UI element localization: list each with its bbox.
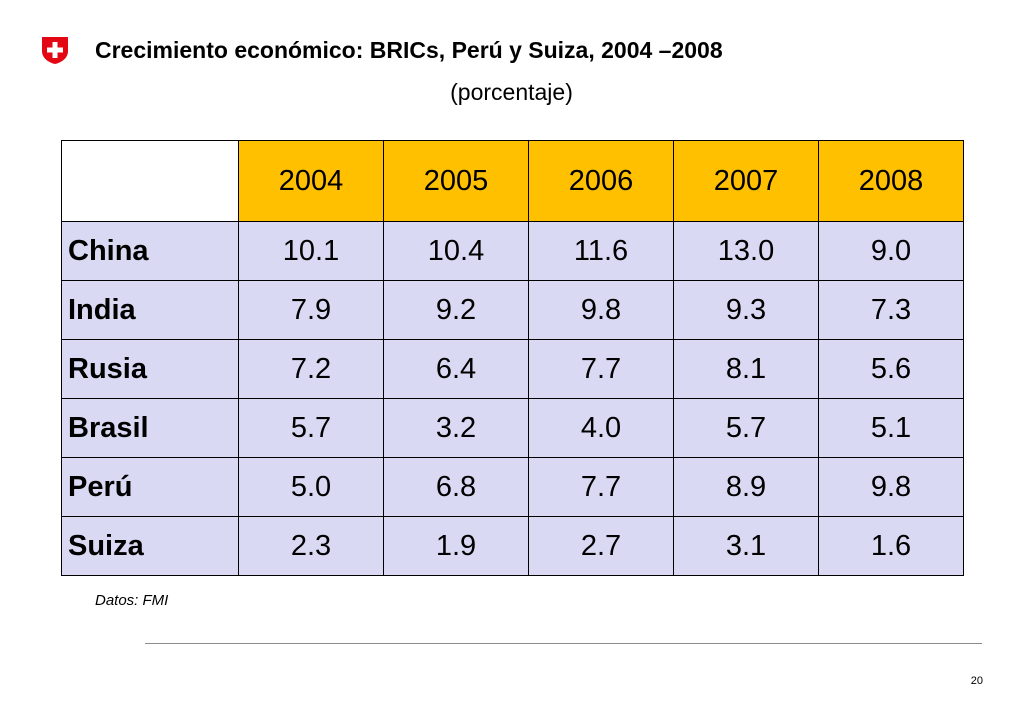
- row-label: Suiza: [61, 516, 239, 576]
- table-cell: 5.7: [238, 398, 384, 458]
- table-cell: 7.3: [818, 280, 964, 340]
- footer-divider: [145, 643, 982, 644]
- growth-table: 2004 2005 2006 2007 2008 China 10.1 10.4…: [61, 140, 964, 576]
- table-cell: 4.0: [528, 398, 674, 458]
- table-cell: 9.8: [818, 457, 964, 517]
- table-cell: 7.7: [528, 339, 674, 399]
- column-header: 2008: [818, 140, 964, 222]
- table-cell: 2.7: [528, 516, 674, 576]
- column-header: 2007: [673, 140, 819, 222]
- table-cell: 3.1: [673, 516, 819, 576]
- table-cell: 10.1: [238, 221, 384, 281]
- table-row: Brasil 5.7 3.2 4.0 5.7 5.1: [61, 398, 964, 458]
- page-title: Crecimiento económico: BRICs, Perú y Sui…: [95, 37, 723, 63]
- table-cell: 10.4: [383, 221, 529, 281]
- column-header: 2004: [238, 140, 384, 222]
- table-cell: 1.6: [818, 516, 964, 576]
- page-subtitle: (porcentaje): [450, 79, 573, 105]
- table-row: Rusia 7.2 6.4 7.7 8.1 5.6: [61, 339, 964, 399]
- row-label: Brasil: [61, 398, 239, 458]
- table-cell: 7.7: [528, 457, 674, 517]
- column-header: 2006: [528, 140, 674, 222]
- page-number: 20: [970, 675, 983, 687]
- source-note: Datos: FMI: [95, 592, 169, 609]
- corner-cell: [61, 140, 239, 222]
- table-cell: 3.2: [383, 398, 529, 458]
- table-row: Perú 5.0 6.8 7.7 8.9 9.8: [61, 457, 964, 517]
- table-cell: 9.8: [528, 280, 674, 340]
- table-cell: 2.3: [238, 516, 384, 576]
- row-label: China: [61, 221, 239, 281]
- table-cell: 7.2: [238, 339, 384, 399]
- swiss-cross-icon: [42, 37, 68, 64]
- table-cell: 9.3: [673, 280, 819, 340]
- row-label: India: [61, 280, 239, 340]
- table-cell: 1.9: [383, 516, 529, 576]
- table-cell: 6.8: [383, 457, 529, 517]
- table-cell: 5.0: [238, 457, 384, 517]
- header-row: 2004 2005 2006 2007 2008: [61, 140, 964, 222]
- table-row: Suiza 2.3 1.9 2.7 3.1 1.6: [61, 516, 964, 576]
- table-row: China 10.1 10.4 11.6 13.0 9.0: [61, 221, 964, 281]
- table-cell: 11.6: [528, 221, 674, 281]
- table-cell: 5.1: [818, 398, 964, 458]
- table-cell: 5.7: [673, 398, 819, 458]
- table-cell: 9.0: [818, 221, 964, 281]
- table-cell: 9.2: [383, 280, 529, 340]
- table-cell: 8.1: [673, 339, 819, 399]
- table-cell: 8.9: [673, 457, 819, 517]
- table-cell: 7.9: [238, 280, 384, 340]
- column-header: 2005: [383, 140, 529, 222]
- row-label: Rusia: [61, 339, 239, 399]
- table-cell: 6.4: [383, 339, 529, 399]
- table-row: India 7.9 9.2 9.8 9.3 7.3: [61, 280, 964, 340]
- row-label: Perú: [61, 457, 239, 517]
- table-cell: 5.6: [818, 339, 964, 399]
- table-cell: 13.0: [673, 221, 819, 281]
